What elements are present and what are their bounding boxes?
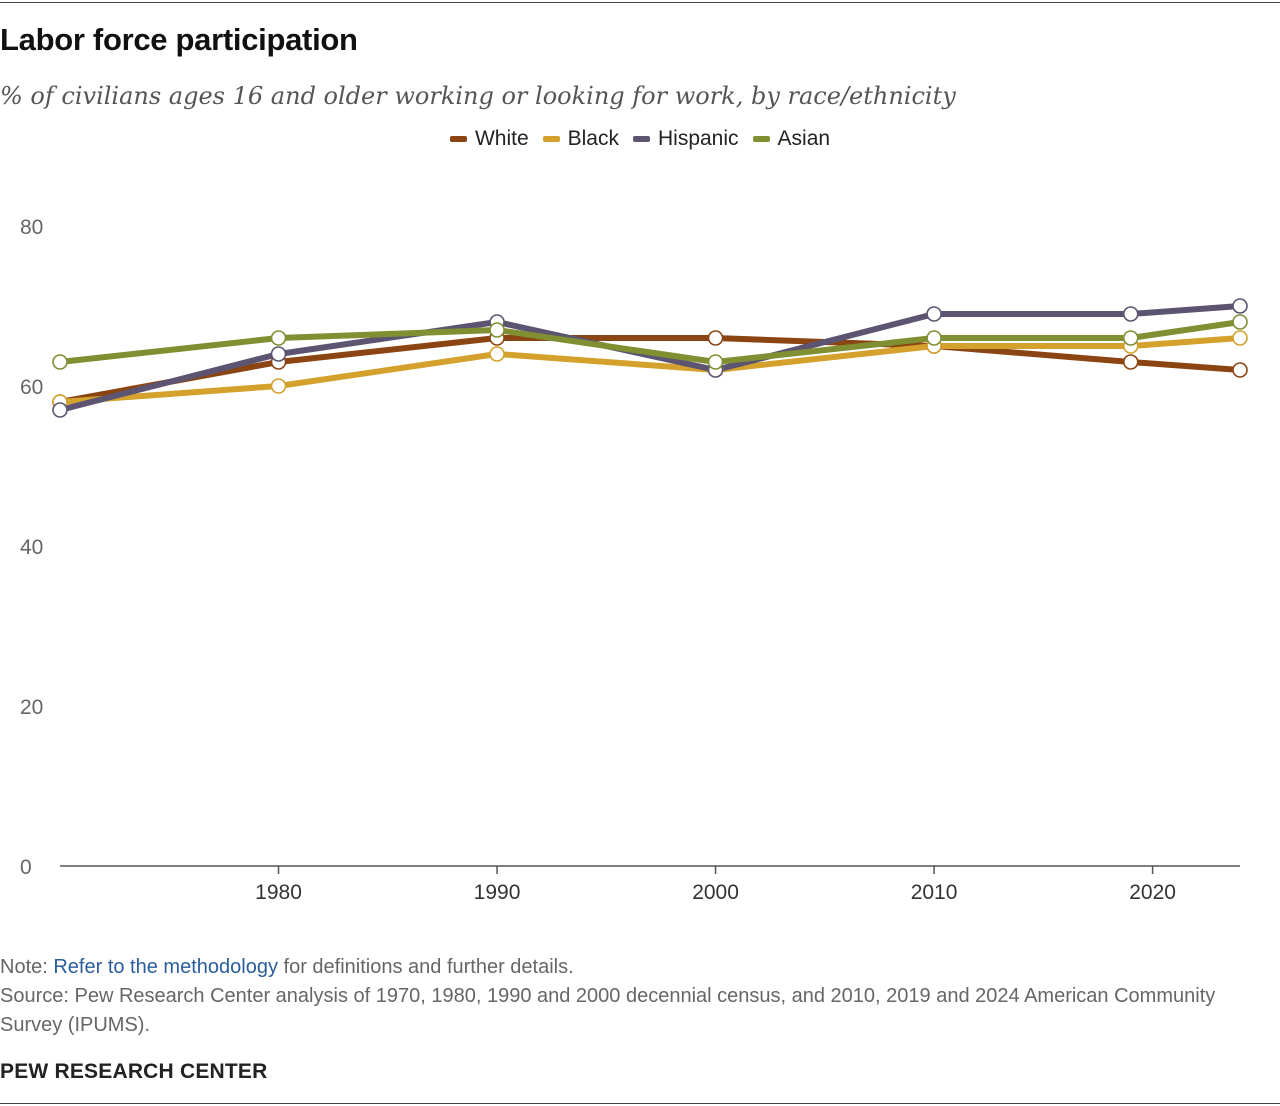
y-tick-label-0: 0	[20, 856, 32, 879]
point-asian-2019	[1122, 330, 1139, 346]
y-tick-label-60: 60	[20, 376, 43, 399]
top-rule	[0, 2, 1280, 3]
y-tick-label-80: 80	[20, 216, 43, 239]
legend-swatch-white	[449, 136, 467, 142]
point-hispanic-1970	[52, 402, 68, 418]
x-tick-label-2010: 2010	[911, 881, 958, 904]
note-prefix: Note:	[0, 956, 54, 978]
point-asian-1980	[270, 330, 287, 346]
bottom-rule	[0, 1103, 1280, 1104]
x-tick-label-1990: 1990	[474, 881, 521, 904]
point-hispanic-2024	[1232, 298, 1248, 314]
point-asian-2010	[926, 330, 942, 346]
legend-label-asian: Asian	[777, 127, 831, 150]
legend-label-black: Black	[567, 127, 619, 150]
legend-item-asian: Asian	[752, 127, 831, 151]
point-hispanic-1980	[270, 346, 287, 362]
legend-item-black: Black	[542, 127, 619, 151]
point-white-2000	[707, 330, 724, 346]
legend-swatch-asian	[752, 136, 770, 142]
note-suffix: for definitions and further details.	[277, 956, 574, 978]
brand-name: PEW RESEARCH CENTER	[0, 1060, 268, 1083]
x-tick-label-2020: 2020	[1129, 881, 1176, 904]
legend-label-hispanic: Hispanic	[657, 127, 739, 150]
point-asian-1990	[489, 322, 505, 338]
legend: White Black Hispanic Asian	[0, 127, 1280, 151]
chart-title: Labor force participation	[0, 22, 358, 57]
point-asian-1970	[52, 354, 68, 370]
point-hispanic-2019	[1122, 306, 1139, 322]
legend-item-white: White	[449, 127, 529, 151]
legend-swatch-black	[542, 136, 560, 142]
chart-subtitle: % of civilians ages 16 and older working…	[0, 82, 956, 110]
x-tick-label-1980: 1980	[255, 881, 302, 904]
y-tick-label-20: 20	[20, 696, 43, 719]
x-tick-label-2000: 2000	[692, 881, 739, 904]
line-chart: 0 20 40 60 80 1980 1990 2000 2010 2020	[20, 216, 1248, 904]
point-black-2024	[1232, 330, 1248, 346]
point-white-2024	[1232, 362, 1248, 378]
point-hispanic-2010	[926, 306, 942, 322]
point-black-1980	[270, 378, 287, 394]
point-asian-2000	[707, 354, 724, 370]
methodology-link[interactable]: Refer to the methodology	[53, 956, 278, 978]
source-note: Source: Pew Research Center analysis of …	[0, 985, 1216, 1036]
point-white-2019	[1122, 354, 1139, 370]
legend-label-white: White	[474, 127, 529, 150]
legend-swatch-hispanic	[632, 136, 650, 142]
point-black-1990	[489, 346, 505, 362]
legend-item-hispanic: Hispanic	[632, 127, 739, 151]
point-asian-2024	[1232, 314, 1248, 330]
footnote: Note: Refer to the methodology for defin…	[0, 952, 1260, 982]
y-tick-label-40: 40	[20, 536, 43, 559]
